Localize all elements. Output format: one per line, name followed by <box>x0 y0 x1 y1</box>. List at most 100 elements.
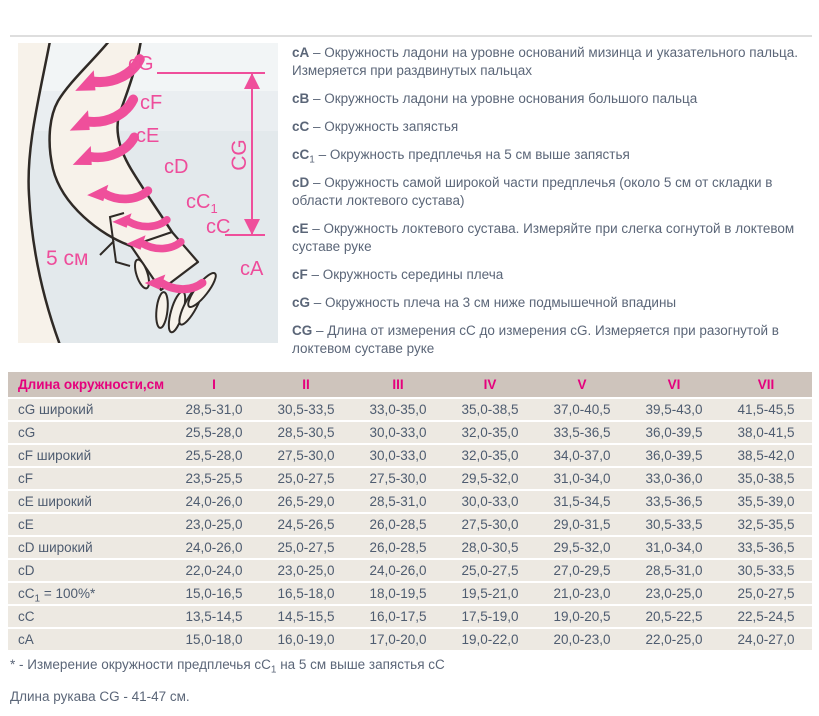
table-cell: 30,0-33,0 <box>461 494 519 509</box>
measurement-description-item: cA – Окружность ладони на уровне основан… <box>292 45 798 78</box>
table-cell: 41,5-45,5 <box>737 402 795 417</box>
table-cell: 28,5-31,0 <box>369 494 427 509</box>
table-cell: 20,5-22,5 <box>645 609 703 624</box>
table-cell: 33,5-36,5 <box>553 425 611 440</box>
offset-bracket <box>99 212 131 267</box>
diagram-label-5cm: 5 см <box>46 247 88 270</box>
table-cell: 29,5-32,0 <box>553 540 611 555</box>
table-cell: 26,0-28,5 <box>369 517 427 532</box>
measurement-description-item: cG – Окружность плеча на 3 см ниже подмы… <box>292 295 677 310</box>
footnote-asterisk: * - Измерение окружности предплечья cC1 … <box>10 657 445 676</box>
table-cell: 27,5-30,0 <box>461 517 519 532</box>
measurement-description-item: cB – Окружность ладони на уровне основан… <box>292 91 698 106</box>
arrow-cf-icon <box>69 94 139 131</box>
torso-shape <box>18 43 60 343</box>
diagram-label-cg-arrow: cG <box>128 53 154 75</box>
measurement-description-item: CG – Длина от измерения cC до измерения … <box>292 323 779 356</box>
diagram-label-cd: cD <box>164 156 188 178</box>
table-cell: 31,5-34,5 <box>553 494 611 509</box>
table-row: cG широкий 28,5-31,0 30,5-33,5 33,0-35,0 35… <box>8 399 812 420</box>
table-cell: 16,5-18,0 <box>277 586 335 601</box>
table-cell: 26,0-28,5 <box>369 540 427 555</box>
table-cell: 33,5-36,5 <box>737 540 795 555</box>
row-label: cE <box>18 517 34 532</box>
arrow-cd-icon <box>87 184 153 204</box>
diagram-label-cf: cF <box>140 92 162 114</box>
size-column-header: II <box>302 377 310 392</box>
table-body: cG широкий 28,5-31,0 30,5-33,5 33,0-35,0 35… <box>8 399 812 650</box>
arm-measurement-diagram: cG cF cE cD cC1 cC cA CG 5 см <box>18 43 278 343</box>
table-cell: 32,5-35,5 <box>737 517 795 532</box>
table-cell: 27,0-29,5 <box>553 563 611 578</box>
table-row: cA 15,0-18,0 16,0-19,0 17,0-20,0 19,0-22,0 2… <box>8 629 812 650</box>
table-row: cF широкий 25,5-28,0 27,5-30,0 30,0-33,0 32… <box>8 445 812 466</box>
table-cell: 19,5-21,0 <box>461 586 519 601</box>
table-cell: 23,0-25,0 <box>185 517 243 532</box>
table-cell: 23,0-25,0 <box>277 563 335 578</box>
table-cell: 30,0-33,0 <box>369 448 427 463</box>
table-cell: 23,0-25,0 <box>645 586 703 601</box>
table-cell: 38,5-42,0 <box>737 448 795 463</box>
diagram-label-cc: cC <box>206 216 230 238</box>
table-cell: 30,0-33,0 <box>369 425 427 440</box>
table-cell: 31,0-34,0 <box>645 540 703 555</box>
table-row: cC1 = 100%* 15,0-16,5 16,5-18,0 18,0-19,5 1… <box>8 583 812 604</box>
table-cell: 16,0-17,5 <box>369 609 427 624</box>
table-cell: 35,0-38,5 <box>461 402 519 417</box>
table-header-row: Длина окружности,см I II III IV V VI VII <box>8 372 812 397</box>
table-cell: 34,0-37,0 <box>553 448 611 463</box>
table-cell: 25,0-27,5 <box>737 586 795 601</box>
row-label: cG <box>18 425 36 440</box>
table-cell: 28,0-30,5 <box>461 540 519 555</box>
table-header-label: Длина окружности,см <box>18 377 165 392</box>
table-cell: 17,5-19,0 <box>461 609 519 624</box>
top-divider <box>10 35 812 37</box>
table-cell: 30,5-33,5 <box>737 563 795 578</box>
table-cell: 19,0-22,0 <box>461 632 519 647</box>
measurement-descriptions: cA – Окружность ладони на уровне основан… <box>292 44 814 368</box>
table-cell: 22,5-24,5 <box>737 609 795 624</box>
size-column-header: V <box>577 377 587 392</box>
table-cell: 35,5-39,0 <box>737 494 795 509</box>
table-cell: 13,5-14,5 <box>185 609 243 624</box>
table-cell: 33,0-36,0 <box>645 471 703 486</box>
table-cell: 24,5-26,5 <box>277 517 335 532</box>
table-cell: 24,0-26,0 <box>185 540 243 555</box>
table-cell: 28,5-31,0 <box>185 402 243 417</box>
table-cell: 32,0-35,0 <box>461 448 519 463</box>
table-row: cE 23,0-25,0 24,5-26,5 26,0-28,5 27,5-30,0 2… <box>8 514 812 535</box>
arrow-cg-icon <box>75 54 145 91</box>
table-cell: 38,0-41,5 <box>737 425 795 440</box>
row-label: cD <box>18 563 35 578</box>
table-cell: 35,0-38,5 <box>737 471 795 486</box>
table-cell: 33,5-36,5 <box>645 494 703 509</box>
table-cell: 19,0-20,5 <box>553 609 611 624</box>
table-cell: 39,5-43,0 <box>645 402 703 417</box>
row-label: cC <box>18 609 35 624</box>
cg-length-dimension <box>157 72 265 236</box>
table-cell: 24,0-26,0 <box>185 494 243 509</box>
measurement-arrows <box>69 54 207 294</box>
table-cell: 27,5-30,0 <box>369 471 427 486</box>
table-cell: 14,5-15,5 <box>277 609 335 624</box>
diagram-label-cc1: cC1 <box>186 191 218 216</box>
size-column-header: III <box>392 377 404 392</box>
measurement-description-item: cE – Окружность локтевого сустава. Измер… <box>292 221 795 254</box>
table-cell: 25,0-27,5 <box>461 563 519 578</box>
table-cell: 29,0-31,5 <box>553 517 611 532</box>
table-cell: 33,0-35,0 <box>369 402 427 417</box>
table-cell: 29,5-32,0 <box>461 471 519 486</box>
measurement-description-item: cC1 – Окружность предплечья на 5 см выше… <box>292 147 630 166</box>
table-cell: 22,0-24,0 <box>185 563 243 578</box>
table-cell: 24,0-26,0 <box>369 563 427 578</box>
arrow-ce-icon <box>72 132 139 165</box>
table-cell: 28,5-31,0 <box>645 563 703 578</box>
row-label: cF <box>18 471 33 486</box>
table-cell: 18,0-19,5 <box>369 586 427 601</box>
row-label: cE широкий <box>18 494 92 509</box>
size-column-header: VII <box>757 377 775 392</box>
table-cell: 25,0-27,5 <box>277 471 335 486</box>
arrow-cc-icon <box>126 235 185 253</box>
table-row: cE широкий 24,0-26,0 26,5-29,0 28,5-31,0 30… <box>8 491 812 512</box>
row-label: cA <box>18 632 34 647</box>
